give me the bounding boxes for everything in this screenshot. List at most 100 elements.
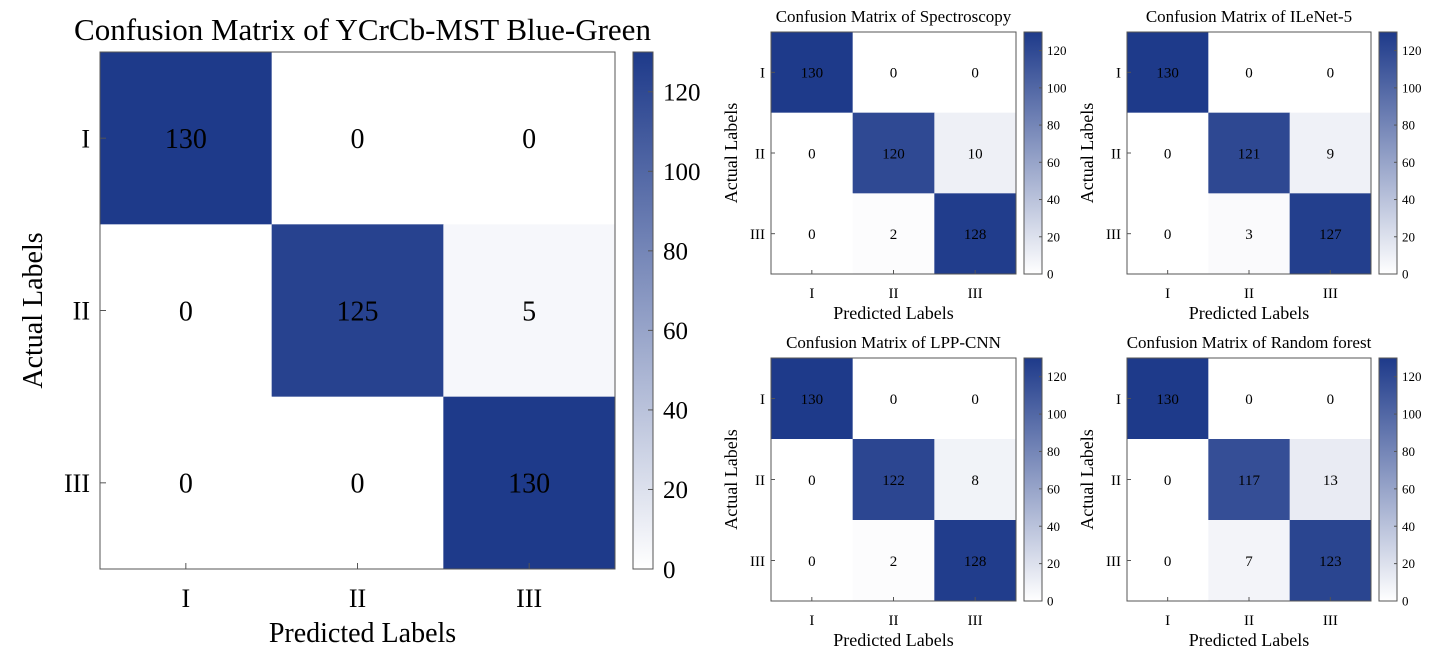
- x-tick-label: I: [809, 286, 814, 302]
- colorbar-tick-label: 80: [1047, 444, 1060, 459]
- matrix-cell: [1127, 193, 1209, 275]
- cell-value: 0: [808, 227, 816, 243]
- matrix-cell: [271, 224, 444, 398]
- matrix-cell: [1208, 358, 1291, 440]
- chart-title: Confusion Matrix of Spectroscopy: [776, 7, 1012, 26]
- cell-value: 0: [1164, 227, 1172, 243]
- x-tick-label: II: [349, 584, 366, 613]
- cell-value: 2: [890, 554, 898, 570]
- cell-value: 2: [890, 227, 898, 243]
- matrix-cell: [443, 224, 616, 398]
- x-tick-label: III: [968, 613, 983, 629]
- y-tick-label: I: [1116, 392, 1121, 408]
- matrix-cell: [1208, 520, 1291, 602]
- y-axis-label: Actual Labels: [721, 103, 741, 203]
- colorbar-tick-label: 120: [1402, 43, 1422, 58]
- x-tick-label: III: [1323, 286, 1338, 302]
- cell-value: 0: [808, 146, 816, 162]
- matrix-cell: [100, 224, 273, 398]
- y-tick-label: II: [1111, 146, 1121, 162]
- cell-value: 0: [1164, 473, 1172, 489]
- confusion-matrix-3: Confusion Matrix of ILeNet-5 130 0 0 0 121 9 0 3…: [1077, 7, 1422, 323]
- chart-title: Confusion Matrix of Random forest: [1127, 333, 1372, 352]
- colorbar-tick-label: 40: [1402, 519, 1415, 534]
- cell-value: 0: [1327, 392, 1335, 408]
- colorbar-tick-label: 60: [1402, 155, 1415, 170]
- x-axis-label: Predicted Labels: [1189, 630, 1309, 650]
- colorbar-tick-label: 60: [1047, 155, 1060, 170]
- y-axis-label: Actual Labels: [18, 232, 49, 388]
- y-tick-label: I: [760, 66, 765, 82]
- matrix-cell: [852, 193, 935, 275]
- colorbar-tick-label: 60: [663, 318, 688, 345]
- matrix-cell: [1208, 112, 1291, 194]
- cell-value: 130: [508, 469, 550, 500]
- matrix-cell: [1208, 193, 1291, 275]
- chart-title: Confusion Matrix of LPP-CNN: [786, 333, 1001, 352]
- matrix-cell: [1127, 358, 1209, 440]
- y-tick-label: I: [760, 392, 765, 408]
- matrix-cell: [1289, 358, 1372, 440]
- cell-value: 130: [801, 392, 824, 408]
- colorbar-tick-label: 20: [1047, 556, 1060, 571]
- matrix-cell: [1127, 32, 1209, 114]
- matrix-cell: [1127, 439, 1209, 521]
- cell-value: 130: [801, 66, 824, 82]
- matrix-cell: [1289, 32, 1372, 114]
- cell-value: 5: [522, 296, 536, 327]
- colorbar-tick-label: 120: [1402, 369, 1422, 384]
- cell-value: 120: [882, 146, 905, 162]
- cell-value: 7: [1245, 554, 1253, 570]
- matrix-cell: [1289, 112, 1372, 194]
- x-tick-label: II: [1244, 613, 1254, 629]
- cell-value: 13: [1323, 473, 1338, 489]
- colorbar: [1023, 357, 1043, 602]
- colorbar-tick-label: 40: [1047, 519, 1060, 534]
- cell-value: 0: [522, 124, 536, 155]
- colorbar: [1378, 31, 1398, 275]
- y-tick-label: II: [1111, 473, 1121, 489]
- x-tick-label: I: [1165, 286, 1170, 302]
- cell-value: 0: [179, 296, 193, 327]
- matrix-cell: [1289, 193, 1372, 275]
- colorbar-tick-label: 60: [1047, 481, 1060, 496]
- colorbar-tick-label: 80: [1402, 444, 1415, 459]
- matrix-cell: [852, 358, 935, 440]
- y-tick-label: II: [755, 146, 765, 162]
- cell-value: 9: [1327, 146, 1335, 162]
- y-tick-label: III: [64, 469, 90, 498]
- matrix-cell: [443, 52, 616, 225]
- colorbar-tick-label: 20: [1047, 229, 1060, 244]
- cell-value: 0: [1164, 146, 1172, 162]
- y-tick-label: II: [73, 297, 90, 326]
- matrix-cell: [771, 439, 854, 521]
- matrix-cell: [852, 439, 935, 521]
- matrix-cell: [1289, 439, 1372, 521]
- cell-value: 128: [964, 554, 987, 570]
- matrix-cell: [771, 112, 854, 194]
- colorbar-tick-label: 100: [1047, 80, 1067, 95]
- matrix-cell: [934, 112, 1017, 194]
- colorbar-tick-label: 100: [1402, 80, 1422, 95]
- matrix-cell: [771, 520, 854, 602]
- y-tick-label: II: [755, 473, 765, 489]
- cell-value: 128: [964, 227, 987, 243]
- matrix-cell: [852, 32, 935, 114]
- matrix-cell: [771, 193, 854, 275]
- cell-value: 130: [1156, 392, 1179, 408]
- matrix-cell: [934, 358, 1017, 440]
- colorbar-tick-label: 40: [1047, 192, 1060, 207]
- colorbar-tick-label: 40: [663, 398, 688, 425]
- y-tick-label: I: [81, 124, 90, 153]
- colorbar-tick-label: 120: [663, 80, 701, 107]
- matrix-cell: [934, 439, 1017, 521]
- cell-value: 0: [890, 66, 898, 82]
- matrix-cell: [100, 396, 273, 570]
- colorbar-tick-label: 100: [1402, 407, 1422, 422]
- cell-value: 8: [971, 473, 979, 489]
- colorbar-tick-label: 120: [1047, 369, 1067, 384]
- colorbar-tick-label: 100: [1047, 407, 1067, 422]
- matrix-cell: [1208, 32, 1291, 114]
- cell-value: 0: [1327, 66, 1335, 82]
